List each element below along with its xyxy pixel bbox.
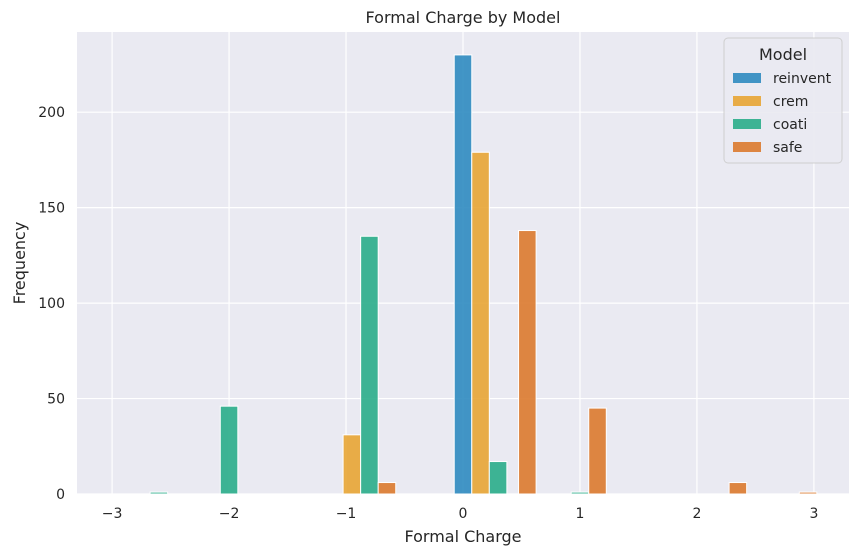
chart-title: Formal Charge by Model <box>366 8 561 27</box>
y-axis-label: Frequency <box>10 222 29 305</box>
bar-crem <box>342 434 362 495</box>
legend-label-coati: coati <box>773 117 807 133</box>
bar-coati <box>219 405 239 495</box>
bar-coati <box>488 461 508 495</box>
x-tick-label: −3 <box>102 506 123 522</box>
x-axis-label: Formal Charge <box>404 527 521 546</box>
legend-title: Model <box>759 45 807 64</box>
y-tick-label: 150 <box>38 201 65 217</box>
bar-crem <box>471 151 490 495</box>
x-tick-label: 2 <box>692 506 701 522</box>
bar-safe <box>798 491 818 495</box>
x-tick-label: 0 <box>459 506 468 522</box>
legend-swatch-safe <box>733 142 761 152</box>
legend-label-reinvent: reinvent <box>773 71 832 87</box>
bar-coati <box>360 235 379 495</box>
y-tick-label: 50 <box>47 392 65 408</box>
y-tick-label: 0 <box>56 487 65 503</box>
x-tick-label: −2 <box>219 506 240 522</box>
legend-box <box>723 37 843 164</box>
legend-swatch-crem <box>733 96 761 106</box>
bars <box>149 54 818 495</box>
legend-swatch-reinvent <box>733 73 761 83</box>
y-tick-label: 200 <box>38 105 65 121</box>
legend-label-safe: safe <box>773 140 802 156</box>
x-tick-label: −1 <box>336 506 357 522</box>
legend: Model reinvent crem coati safe <box>723 37 843 164</box>
bar-safe <box>728 482 748 495</box>
legend-label-crem: crem <box>773 94 808 110</box>
bar-safe <box>588 407 607 495</box>
bar-coati <box>149 491 169 495</box>
y-tick-label: 100 <box>38 296 65 312</box>
bar-safe <box>518 230 537 495</box>
x-tick-label: 1 <box>576 506 585 522</box>
x-tick-label: 3 <box>809 506 818 522</box>
bar-coati <box>570 491 590 495</box>
bar-reinvent <box>453 54 473 495</box>
bar-safe <box>377 482 397 495</box>
tick-labels: −3 −2 −1 0 1 2 3 0 50 100 150 200 <box>38 105 818 522</box>
legend-swatch-coati <box>733 119 761 129</box>
